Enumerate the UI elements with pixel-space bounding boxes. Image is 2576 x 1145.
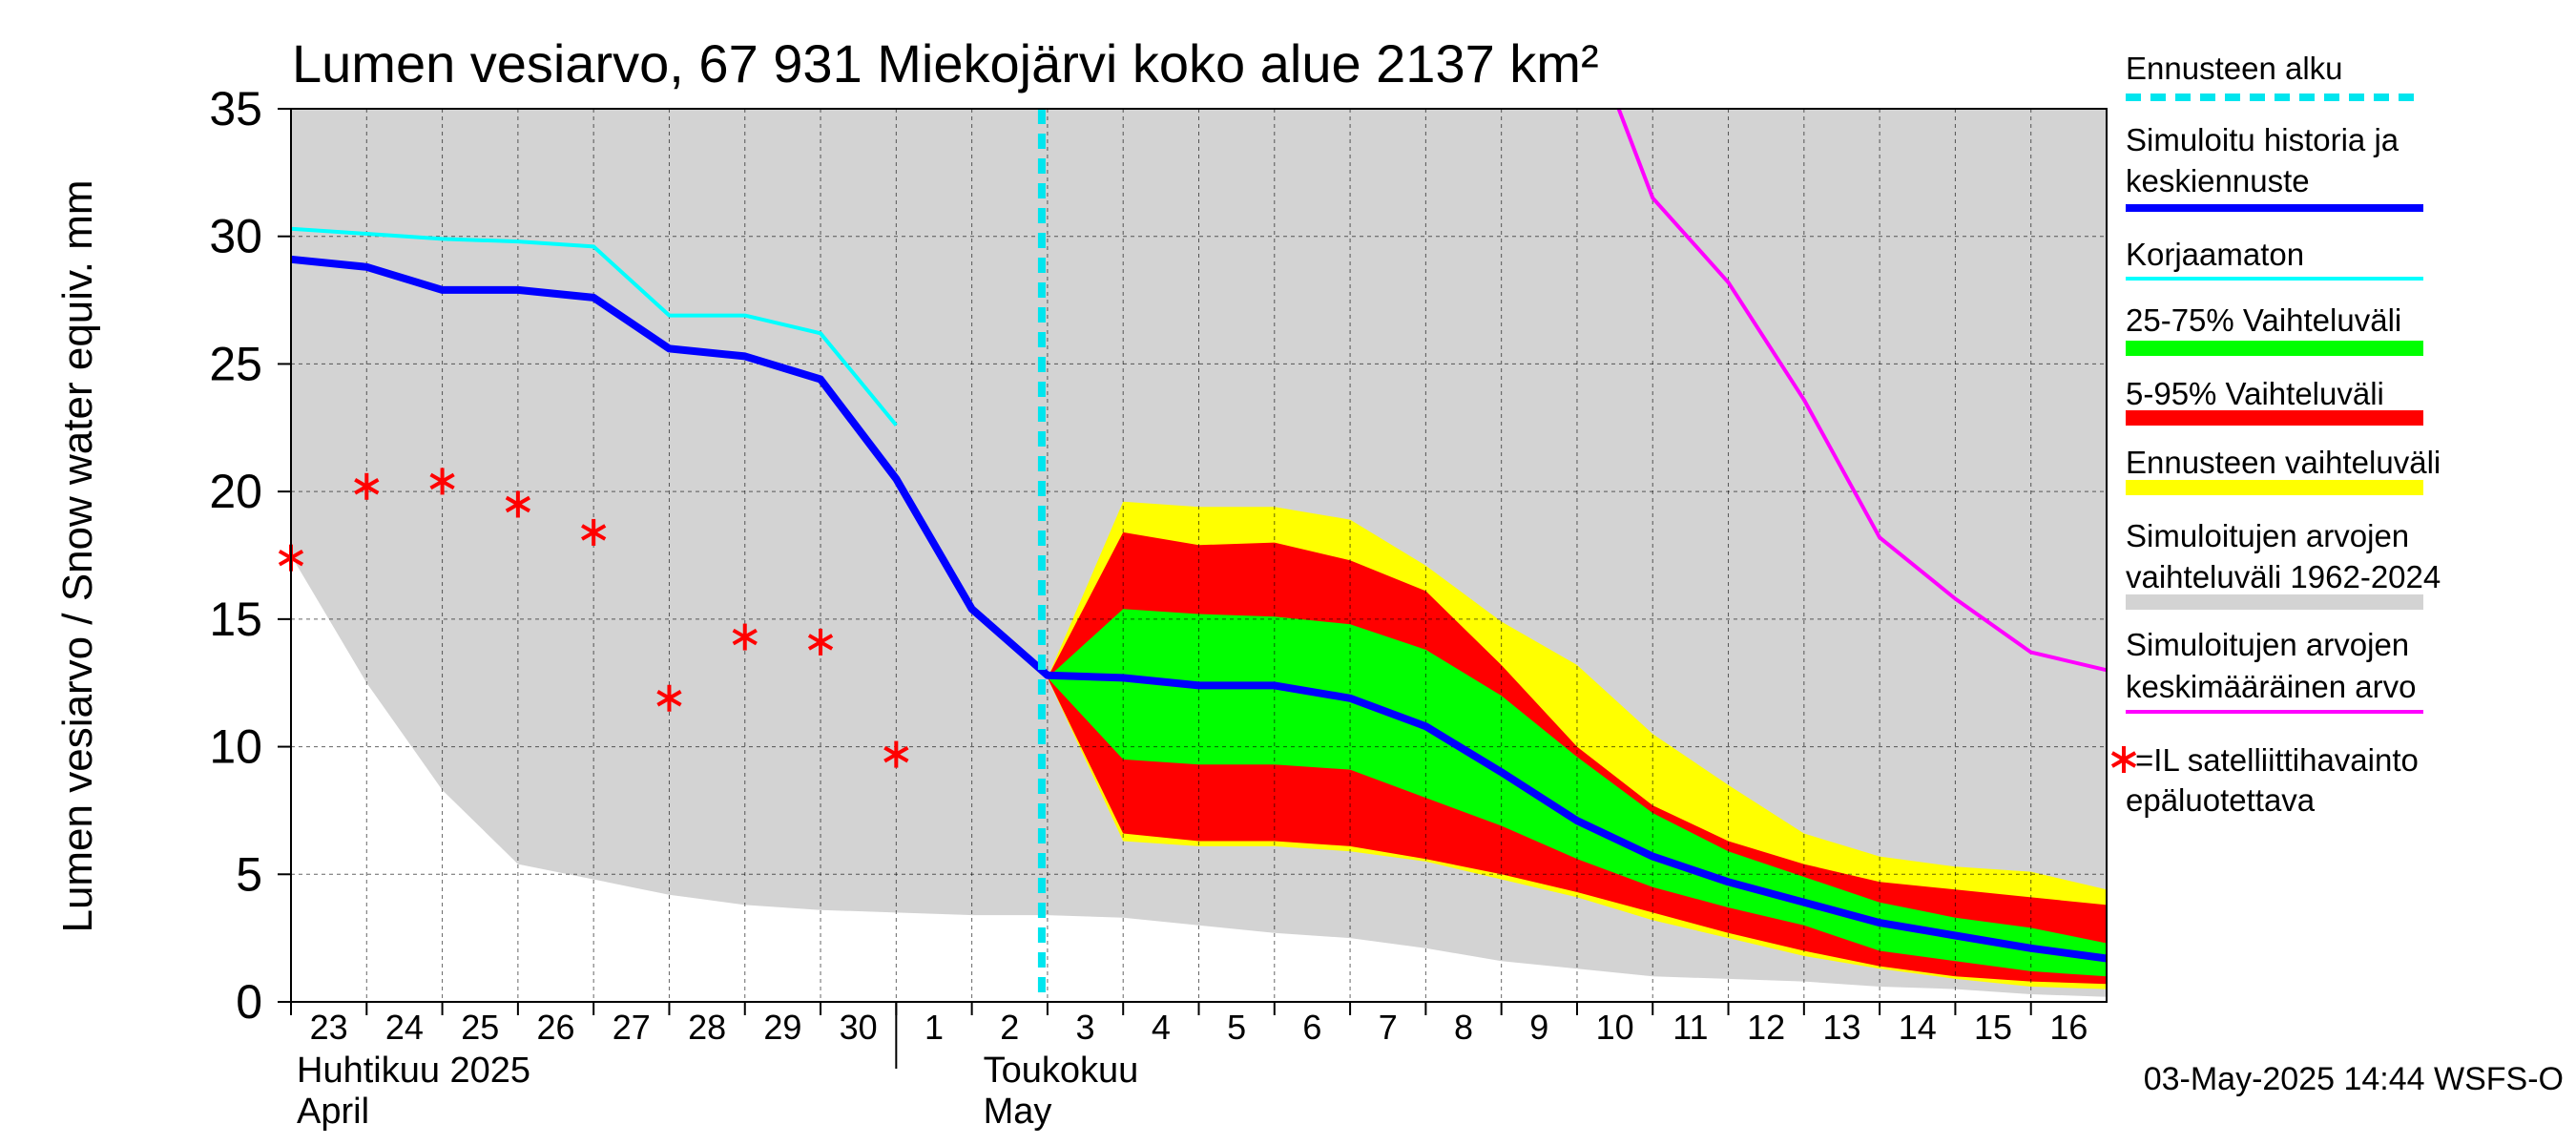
satellite-marker: [354, 472, 380, 500]
legend-label: =IL satelliittihavainto: [2135, 742, 2419, 778]
x-tick-label: 26: [536, 1008, 574, 1047]
x-tick-label: 5: [1227, 1008, 1246, 1047]
satellite-marker: [429, 468, 455, 495]
legend-swatch-bar: [2126, 341, 2423, 356]
x-tick-label: 27: [613, 1008, 651, 1047]
series-line-1: [290, 226, 898, 427]
x-tick-label: 13: [1822, 1008, 1860, 1047]
series-line-2: [290, 255, 2108, 963]
y-tick-label: 15: [209, 593, 262, 646]
x-tick-label: 2: [1000, 1008, 1019, 1047]
y-tick-label: 10: [209, 720, 262, 774]
x-tick-label: 11: [1672, 1008, 1708, 1047]
legend-swatch-star: [2110, 746, 2137, 773]
y-tick-label: 20: [209, 465, 262, 518]
legend-swatch-bar: [2126, 480, 2423, 495]
y-tick-label: 5: [236, 847, 262, 901]
x-axis: 23 24 25 26 27 28 29 30 1 2 3 4 5 6 7 8 9 10 11 12 13 14 15 16H…: [290, 1002, 2088, 1132]
legend-label: Korjaamaton: [2126, 237, 2304, 272]
legend-label: 25-75% Vaihteluväli: [2126, 302, 2401, 338]
satellite-marker: [807, 628, 834, 656]
x-tick-label: 9: [1529, 1008, 1548, 1047]
y-axis-label: Lumen vesiarvo / Snow water equiv. mm: [54, 179, 101, 932]
timestamp-footer: 03-May-2025 14:44 WSFS-O: [2144, 1061, 2564, 1097]
y-tick-label: 30: [209, 210, 262, 263]
y-tick-label: 0: [236, 975, 262, 1029]
x-tick-label: 29: [763, 1008, 801, 1047]
legend: Ennusteen alku Simuloitu historia ja keski…: [2110, 51, 2441, 818]
x-tick-label: 15: [1974, 1008, 2012, 1047]
chart-title: Lumen vesiarvo, 67 931 Miekojärvi koko a…: [292, 33, 1599, 94]
band-3: [1047, 609, 2107, 977]
x-tick-label: 4: [1152, 1008, 1171, 1047]
legend-label: 5-95% Vaihteluväli: [2126, 376, 2384, 411]
x-tick-label: 30: [840, 1008, 878, 1047]
legend-label: keskimääräinen arvo: [2126, 669, 2416, 704]
legend-label: vaihteluväli 1962-2024: [2126, 559, 2441, 594]
x-tick-label: 6: [1302, 1008, 1321, 1047]
satellite-markers: [278, 468, 909, 768]
legend-label: Simuloitu historia ja: [2126, 122, 2399, 157]
month-label-en: May: [984, 1092, 1052, 1132]
x-tick-label: 28: [688, 1008, 726, 1047]
x-tick-label: 10: [1596, 1008, 1634, 1047]
x-tick-label: 23: [310, 1008, 348, 1047]
month-label-fi: Huhtikuu 2025: [297, 1051, 530, 1091]
x-tick-label: 25: [461, 1008, 499, 1047]
month-label-fi: Toukokuu: [984, 1051, 1139, 1091]
y-axis: 0 5 10 15 20 25 30 35: [209, 82, 291, 1029]
y-tick-label: 35: [209, 82, 262, 135]
x-tick-label: 24: [385, 1008, 424, 1047]
series-line-0: [1616, 108, 2108, 673]
legend-label: epäluotettava: [2126, 782, 2316, 818]
x-tick-label: 14: [1899, 1008, 1937, 1047]
x-tick-label: 3: [1076, 1008, 1095, 1047]
series-lines: [290, 108, 2108, 963]
satellite-marker: [581, 518, 607, 546]
legend-swatch-bar: [2126, 410, 2423, 426]
satellite-marker: [883, 740, 909, 768]
legend-label: Ennusteen alku: [2126, 51, 2343, 86]
x-tick-label: 1: [924, 1008, 944, 1047]
x-tick-label: 8: [1454, 1008, 1473, 1047]
x-tick-label: 7: [1379, 1008, 1398, 1047]
legend-swatch-bar: [2126, 594, 2423, 610]
month-label-en: April: [297, 1092, 369, 1132]
legend-label: Simuloitujen arvojen: [2126, 627, 2409, 662]
satellite-marker: [732, 623, 758, 651]
x-tick-label: 12: [1747, 1008, 1785, 1047]
y-tick-label: 25: [209, 337, 262, 390]
legend-label: Ennusteen vaihteluväli: [2126, 445, 2441, 480]
satellite-marker: [505, 490, 530, 518]
grid-lines: [291, 109, 2107, 1002]
legend-label: Simuloitujen arvojen: [2126, 518, 2409, 553]
x-tick-label: 16: [2049, 1008, 2088, 1047]
legend-label: keskiennuste: [2126, 163, 2310, 198]
satellite-marker: [656, 684, 682, 712]
